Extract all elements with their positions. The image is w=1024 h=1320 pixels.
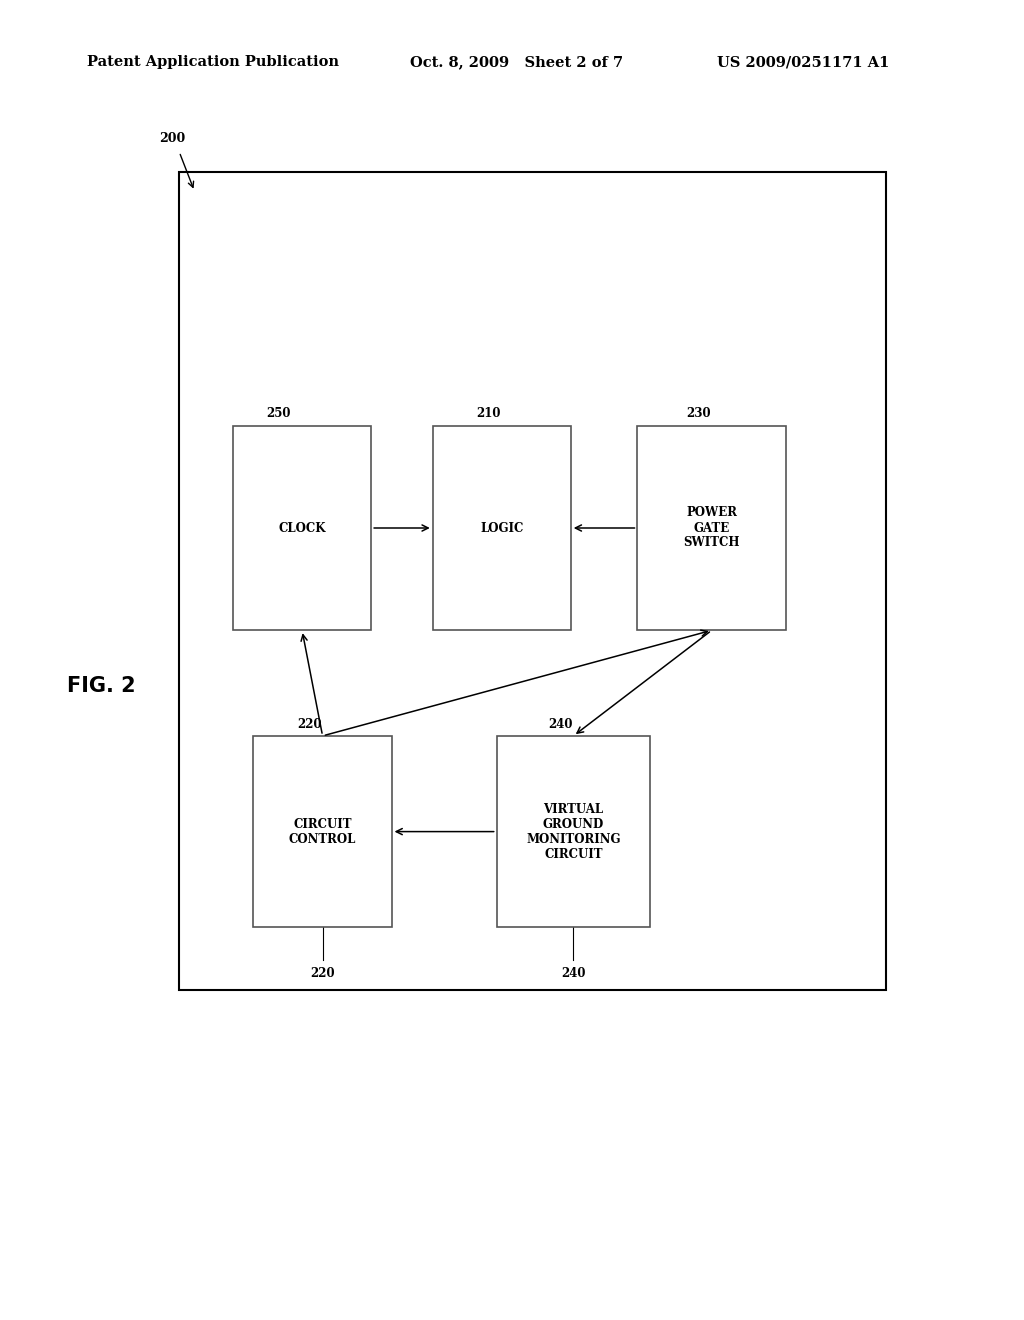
Text: 250: 250 [266, 408, 291, 420]
Text: 230: 230 [686, 408, 711, 420]
Text: 210: 210 [476, 408, 501, 420]
Bar [254, 737, 391, 927]
Bar [637, 425, 786, 631]
Text: US 2009/0251171 A1: US 2009/0251171 A1 [717, 55, 889, 70]
Text: 220: 220 [297, 718, 322, 731]
Text: 240: 240 [561, 966, 586, 979]
Text: Patent Application Publication: Patent Application Publication [87, 55, 339, 70]
Text: 240: 240 [548, 718, 572, 731]
Text: LOGIC: LOGIC [480, 521, 523, 535]
Text: Oct. 8, 2009   Sheet 2 of 7: Oct. 8, 2009 Sheet 2 of 7 [410, 55, 623, 70]
Text: POWER
GATE
SWITCH: POWER GATE SWITCH [683, 507, 740, 549]
Bar [497, 737, 650, 927]
Text: FIG. 2: FIG. 2 [67, 676, 135, 697]
Text: CLOCK: CLOCK [279, 521, 326, 535]
Bar [179, 172, 886, 990]
Text: 200: 200 [159, 132, 185, 145]
Bar [232, 425, 371, 631]
Text: 220: 220 [310, 966, 335, 979]
Bar [432, 425, 571, 631]
Text: VIRTUAL
GROUND
MONITORING
CIRCUIT: VIRTUAL GROUND MONITORING CIRCUIT [526, 803, 621, 861]
Text: CIRCUIT
CONTROL: CIRCUIT CONTROL [289, 817, 356, 846]
